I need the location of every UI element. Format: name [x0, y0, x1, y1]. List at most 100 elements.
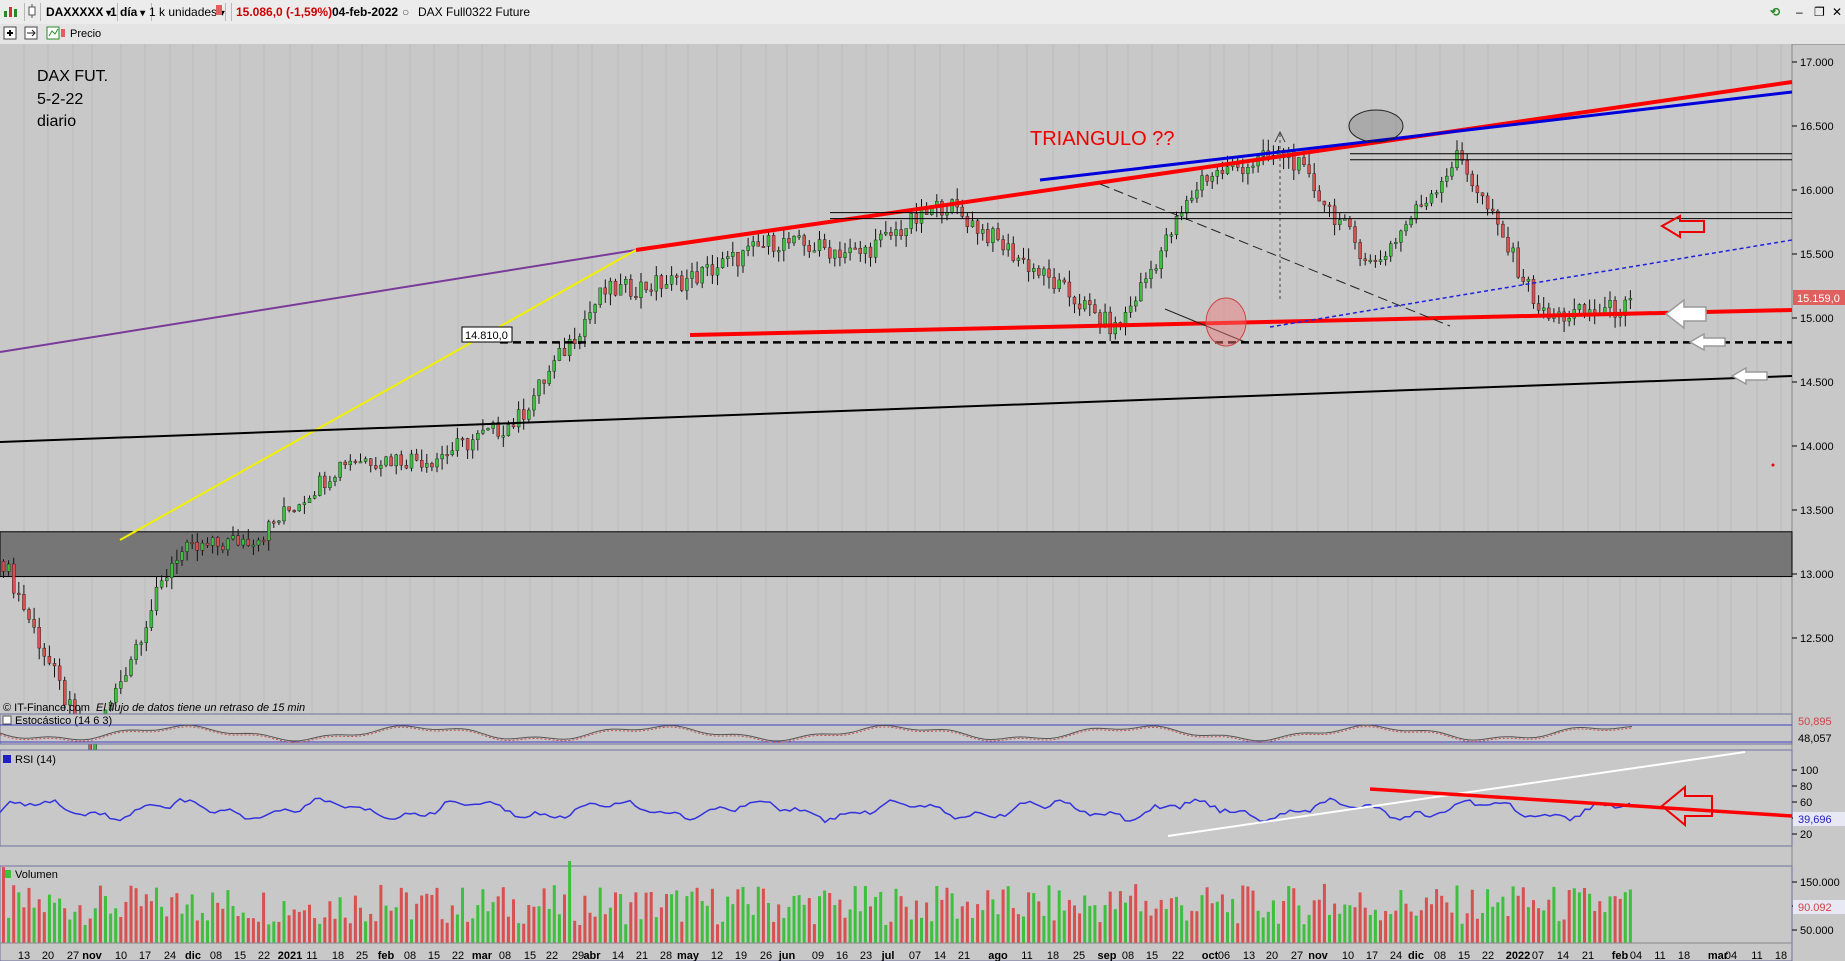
candle-body-162	[828, 247, 832, 259]
volume-bar-158	[807, 898, 811, 943]
volume-bar-122	[624, 924, 628, 943]
volume-bar-105	[537, 906, 541, 943]
candle-body-188	[960, 206, 964, 217]
chart-area[interactable]: DAX FUT. 5-2-22 diario TRIANGULO ?? 14.8…	[0, 44, 1845, 961]
candle-body-214	[1093, 304, 1097, 313]
bar-chart-icon[interactable]	[0, 3, 25, 21]
x-label-23: 29	[572, 950, 584, 961]
volume-bar-314	[1603, 912, 1607, 943]
candle-body-147	[751, 241, 755, 247]
volume-bar-128	[654, 917, 658, 943]
volume-bar-92	[471, 918, 475, 943]
candle-body-265	[1353, 226, 1357, 243]
refresh-icon[interactable]: ⟲	[1770, 5, 1781, 19]
volume-bar-170	[869, 906, 872, 943]
price-icon[interactable]	[46, 26, 66, 42]
add-icon[interactable]	[3, 26, 17, 42]
volume-bar-187	[955, 918, 959, 943]
move-icon[interactable]	[24, 26, 38, 42]
volume-bar-311	[1588, 893, 1592, 943]
volume-bar-271	[1384, 911, 1388, 943]
x-label-63: 14	[1557, 950, 1569, 961]
candle-body-61	[312, 495, 317, 499]
volume-bar-217	[1108, 891, 1112, 943]
volume-bar-206	[1052, 920, 1056, 943]
candle-body-66	[338, 461, 342, 478]
candle-body-286	[1460, 150, 1464, 161]
volume-bar-47	[241, 912, 245, 943]
volume-bar-78	[399, 887, 403, 943]
volume-bar-174	[889, 921, 893, 943]
candle-body-196	[1001, 239, 1005, 251]
candle-body-199	[1016, 257, 1021, 261]
volume-bar-142	[726, 896, 730, 943]
volume-bar-287	[1465, 913, 1469, 943]
candle-body-173	[884, 232, 888, 235]
candle-body-131	[669, 275, 674, 285]
candle-body-109	[557, 348, 562, 361]
candle-body-76	[389, 456, 393, 467]
x-label-12: 11	[306, 950, 317, 961]
minimize-icon[interactable]: –	[1796, 5, 1803, 19]
candle-body-44	[226, 538, 230, 551]
candle-body-269	[1373, 259, 1378, 262]
candle-body-212	[1082, 300, 1087, 310]
candle-body-274	[1399, 230, 1403, 243]
candle-body-176	[899, 229, 903, 237]
candle-body-95	[486, 428, 490, 431]
volume-bar-88	[450, 905, 454, 943]
candle-body-260	[1327, 204, 1332, 207]
close-icon[interactable]: ✕	[1832, 5, 1843, 19]
volume-bar-50	[257, 921, 260, 943]
volume-bars	[2, 861, 1632, 943]
candle-body-146	[746, 245, 750, 251]
candle-body-169	[863, 246, 868, 254]
volume-bar-11	[58, 898, 62, 943]
candle-body-177	[904, 228, 908, 237]
candle-body-34	[175, 560, 179, 564]
volume-bar-207	[1057, 890, 1061, 943]
white-arrow-icon-2	[1688, 332, 1726, 352]
price-tool-button[interactable]: Precio	[70, 28, 102, 40]
rsi-icon	[3, 755, 11, 763]
volume-bar-275	[1404, 903, 1408, 943]
volume-bar-203	[1037, 901, 1041, 943]
x-label-65: feb	[1612, 950, 1629, 961]
candle-body-70	[358, 461, 363, 464]
candle-body-207	[1057, 279, 1061, 289]
x-label-66: 04	[1630, 950, 1642, 961]
x-label-70: 04	[1725, 950, 1737, 961]
volume-bar-173	[884, 924, 888, 943]
candles-icon[interactable]	[24, 3, 41, 21]
volume-bar-149	[761, 888, 765, 943]
candle-body-54	[277, 520, 281, 523]
candle-body-141	[720, 258, 725, 269]
candle-body-63	[323, 475, 327, 488]
volume-bar-216	[1103, 905, 1107, 943]
restore-icon[interactable]: ❐	[1814, 5, 1825, 19]
volume-bar-245	[1251, 890, 1255, 943]
volume-bar-254	[1297, 905, 1301, 943]
volume-bar-272	[1389, 914, 1393, 943]
candle-body-96	[491, 422, 495, 429]
x-label-59: 15	[1458, 950, 1470, 961]
candle-body-138	[705, 264, 709, 268]
volume-bar-93	[476, 905, 480, 943]
candle-body-32	[164, 577, 169, 581]
volume-bar-180	[920, 917, 923, 943]
candle-body-74	[379, 464, 383, 469]
units-selector[interactable]: 1 k unidades	[143, 3, 232, 21]
candle-body-223	[1139, 282, 1143, 302]
volume-bar-278	[1419, 910, 1423, 943]
volume-bar-76	[389, 910, 393, 943]
volume-bar-56	[287, 915, 291, 943]
candle-body-136	[695, 271, 699, 284]
volume-bar-22	[114, 908, 118, 943]
candle-body-90	[460, 438, 465, 441]
volume-bar-162	[828, 892, 832, 943]
volume-bar-273	[1394, 910, 1398, 943]
candle-body-277	[1414, 204, 1418, 220]
candle-body-157	[802, 235, 806, 246]
volume-bar-110	[563, 894, 566, 943]
volume-bar-10	[53, 902, 56, 943]
